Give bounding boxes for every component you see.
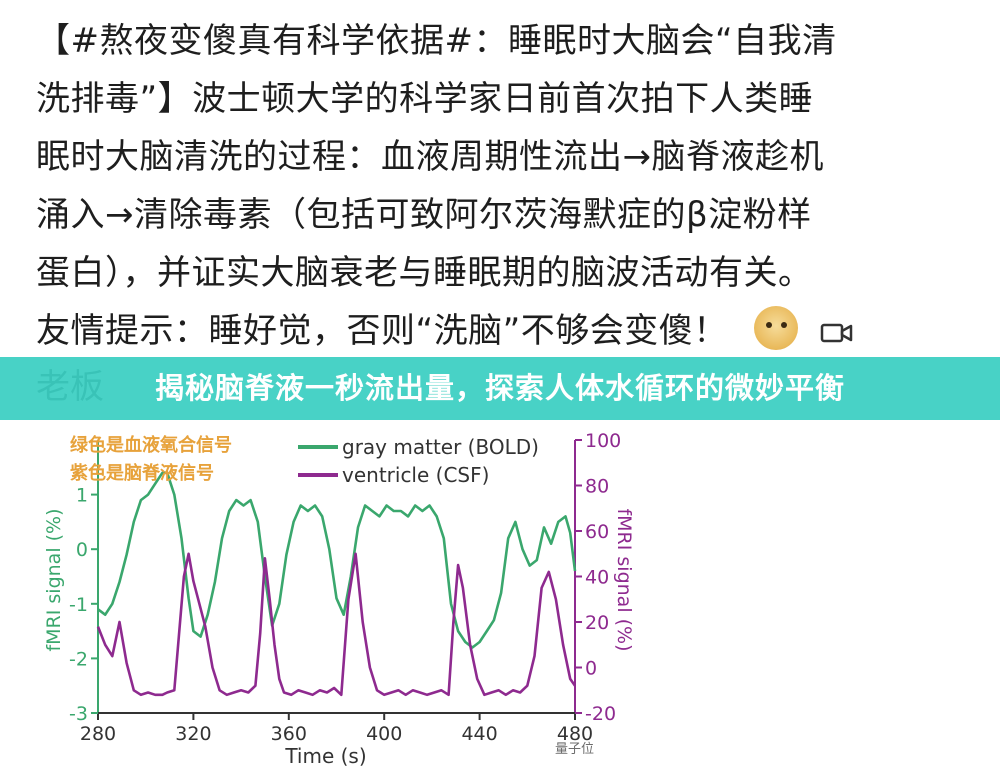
post-line-4: 涌入→清除毒素（包括可致阿尔茨海默症的β淀粉样 <box>36 195 812 235</box>
x-tick-label: 280 <box>80 723 116 745</box>
post-line-3: 眠时大脑清洗的过程：血液周期性流出→脑脊液趁机 <box>36 137 824 177</box>
post-line-2: 洗排毒”】波士顿大学的科学家日前首次拍下人类睡 <box>36 79 814 119</box>
legend-label-csf: ventricle (CSF) <box>342 463 489 487</box>
y-tick-label-right: 40 <box>585 567 609 589</box>
series-line-ventricle-csf <box>96 552 577 697</box>
series-line-gray-matter-bold <box>97 471 577 649</box>
chart-axes: 280 320 360 400 440 480 -3 -2 -1 0 1 -20 0 20 40 60 80 10… <box>69 430 621 745</box>
x-tick-label: 440 <box>461 723 497 745</box>
annotation-purple: 紫色是脑脊液信号 <box>70 462 214 484</box>
x-tick-label: 320 <box>175 723 211 745</box>
y-tick-label-left: -2 <box>69 648 88 670</box>
y-tick-label-right: 0 <box>585 658 597 680</box>
annotation-green: 绿色是血液氧合信号 <box>70 434 232 456</box>
post-line-5: 蛋白），并证实大脑衰老与睡眠期的脑波活动有关。 <box>36 253 813 293</box>
post-line-6: 友情提示：睡好觉，否则“洗脑”不够会变傻！ <box>36 302 966 360</box>
x-tick-label: 480 <box>557 723 593 745</box>
post-line-1: 【#熬夜变傻真有科学依据#：睡眠时大脑会“自我清 <box>36 21 837 61</box>
y-tick-label-right: 20 <box>585 612 609 634</box>
y-tick-label-right: -20 <box>585 703 616 725</box>
watermark-text: 量子位 <box>555 742 595 757</box>
y-tick-label-right: 100 <box>585 430 621 452</box>
video-camera-icon <box>820 323 852 343</box>
chart: 280 320 360 400 440 480 -3 -2 -1 0 1 -20 0 20 40 60 80 10… <box>30 420 650 779</box>
y-tick-label-right: 80 <box>585 476 609 498</box>
doge-emoji-icon <box>753 306 798 350</box>
legend-label-bold: gray matter (BOLD) <box>342 435 539 459</box>
y-tick-label-left: -3 <box>69 703 88 725</box>
chart-svg: 280 320 360 400 440 480 -3 -2 -1 0 1 -20 0 20 40 60 80 10… <box>43 430 635 768</box>
x-axis-title: Time (s) <box>284 744 366 768</box>
y-axis-title-left: fMRI signal (%) <box>43 508 65 651</box>
y-tick-label-right: 60 <box>585 521 609 543</box>
chart-series <box>96 471 577 697</box>
x-tick-label: 400 <box>366 723 402 745</box>
y-tick-label-left: -1 <box>69 594 88 616</box>
post-line-6-text: 友情提示：睡好觉，否则“洗脑”不够会变傻！ <box>36 311 728 351</box>
x-tick-label: 360 <box>271 723 307 745</box>
watermark: 量子位 <box>555 738 594 757</box>
y-tick-label-left: 1 <box>76 485 88 507</box>
title-banner: 揭秘脑脊液一秒流出量，探索人体水循环的微妙平衡 <box>0 357 1000 420</box>
y-axis-title-right: fMRI signal (%) <box>613 508 635 651</box>
y-tick-label-left: 0 <box>76 539 88 561</box>
post-text: 【#熬夜变傻真有科学依据#：睡眠时大脑会“自我清 洗排毒”】波士顿大学的科学家日… <box>36 12 966 360</box>
